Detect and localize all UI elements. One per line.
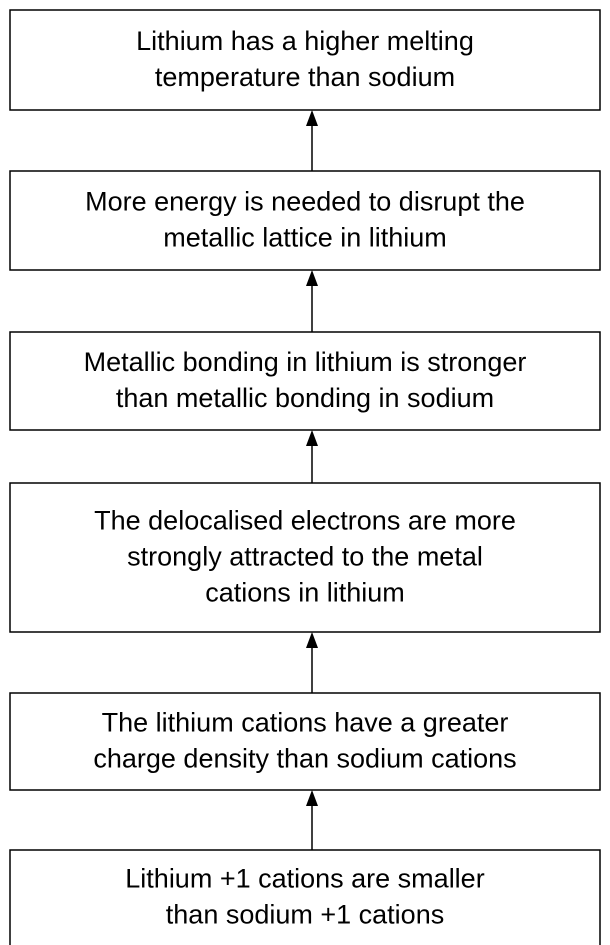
box-label: charge density than sodium cations: [93, 744, 516, 774]
box: [9, 692, 601, 791]
box-label: Lithium +1 cations are smaller: [125, 864, 484, 894]
box-label: than metallic bonding in sodium: [116, 383, 494, 413]
box-label: The delocalised electrons are more: [94, 506, 516, 536]
arrow-head: [306, 632, 318, 648]
box-label: More energy is needed to disrupt the: [85, 187, 525, 217]
box-label: than sodium +1 cations: [166, 900, 444, 930]
box-label: The lithium cations have a greater: [102, 708, 509, 738]
box: [9, 849, 601, 945]
box-label: metallic lattice in lithium: [163, 223, 447, 253]
box: [9, 331, 601, 431]
box-label: temperature than sodium: [155, 62, 455, 92]
box-label: Lithium has a higher melting: [136, 26, 474, 56]
arrow-head: [306, 110, 318, 126]
box: [9, 482, 601, 633]
box: [9, 170, 601, 271]
box-label: strongly attracted to the metal: [127, 542, 483, 572]
arrow-head: [306, 270, 318, 286]
box-label: Metallic bonding in lithium is stronger: [84, 347, 527, 377]
arrow-head: [306, 430, 318, 446]
box-label: cations in lithium: [205, 578, 405, 608]
box: [9, 9, 601, 111]
arrow-head: [306, 790, 318, 806]
